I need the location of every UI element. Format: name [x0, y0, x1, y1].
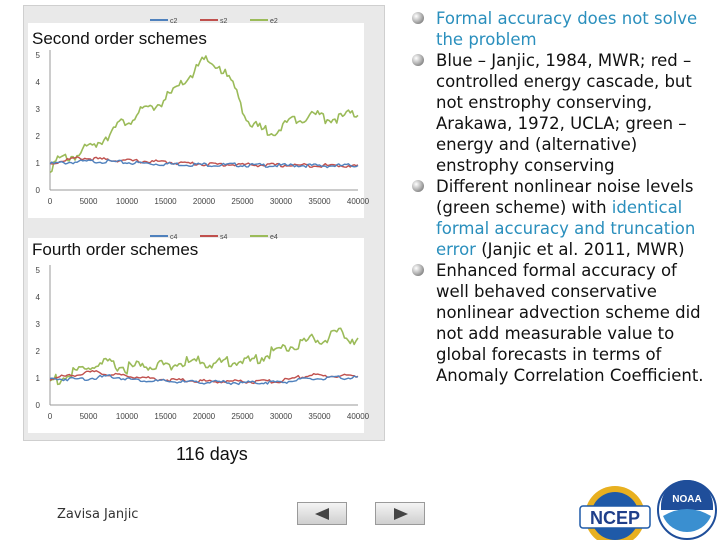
- series-line-e2: [49, 55, 359, 174]
- time-caption: 116 days: [176, 444, 248, 464]
- next-slide-button[interactable]: [375, 502, 425, 525]
- bullet-icon: [412, 54, 424, 66]
- x-tick-label: 5000: [80, 412, 98, 421]
- bullet-text: Enhanced formal accuracy of well behaved…: [436, 261, 704, 385]
- x-tick-label: 35000: [308, 197, 331, 206]
- ncep-logo-text: NCEP: [590, 508, 640, 528]
- x-tick-label: 35000: [308, 412, 331, 421]
- bullet-item: Enhanced formal accuracy of well behaved…: [410, 260, 710, 386]
- bullet-item: Different nonlinear noise levels (green …: [410, 176, 710, 260]
- y-tick-label: 4: [36, 293, 41, 302]
- y-tick-label: 4: [36, 78, 41, 87]
- y-tick-label: 3: [36, 105, 41, 114]
- legend-label: s2: [220, 18, 228, 25]
- y-tick-label: 0: [36, 186, 41, 195]
- series-line-c4: [49, 374, 359, 386]
- series-line-e4: [49, 327, 359, 386]
- x-tick-label: 20000: [193, 197, 216, 206]
- bullet-icon: [412, 180, 424, 192]
- bullet-icon: [412, 264, 424, 276]
- ncep-logo: NCEP: [579, 486, 651, 540]
- bullet-item: Formal accuracy does not solve the probl…: [410, 8, 710, 50]
- x-tick-label: 15000: [154, 197, 177, 206]
- y-tick-label: 3: [36, 320, 41, 329]
- x-tick-label: 0: [48, 197, 53, 206]
- series-line-s4: [49, 370, 359, 385]
- x-tick-label: 0: [48, 412, 53, 421]
- bullet-text: Different nonlinear noise levels (green …: [436, 177, 694, 217]
- x-tick-label: 5000: [80, 197, 98, 206]
- previous-slide-button[interactable]: [297, 502, 347, 525]
- x-tick-label: 10000: [116, 197, 139, 206]
- legend-label: e2: [270, 18, 278, 25]
- highlighted-text: identical formal accuracy and truncation…: [436, 198, 696, 259]
- legend-label: e4: [270, 234, 278, 241]
- plot-background: [28, 238, 364, 433]
- y-tick-label: 5: [36, 51, 41, 60]
- series-line-s2: [49, 156, 359, 168]
- x-tick-label: 40000: [347, 197, 370, 206]
- y-tick-label: 1: [36, 159, 41, 168]
- chart-title-second-order: Second order schemes: [30, 29, 209, 49]
- x-tick-label: 25000: [231, 412, 254, 421]
- x-tick-label: 30000: [270, 197, 293, 206]
- x-tick-label: 30000: [270, 412, 293, 421]
- chart-title-fourth-order: Fourth order schemes: [30, 240, 201, 260]
- y-tick-label: 2: [36, 347, 41, 356]
- x-tick-label: 25000: [231, 197, 254, 206]
- legend-label: c4: [170, 234, 178, 241]
- highlighted-text: Formal accuracy does not solve the probl…: [436, 9, 698, 49]
- legend-label: c2: [170, 18, 178, 25]
- y-tick-label: 2: [36, 132, 41, 141]
- noaa-logo: NOAA: [657, 480, 717, 540]
- author-name: Zavisa Janjic: [57, 507, 139, 522]
- left-triangle-icon: [315, 508, 329, 520]
- right-triangle-icon: [394, 508, 408, 520]
- bullet-list: Formal accuracy does not solve the probl…: [410, 8, 710, 386]
- x-tick-label: 15000: [154, 412, 177, 421]
- legend-label: s4: [220, 234, 228, 241]
- y-tick-label: 1: [36, 374, 41, 383]
- y-tick-label: 5: [36, 266, 41, 275]
- x-tick-label: 20000: [193, 412, 216, 421]
- plot-background: [28, 23, 364, 218]
- x-tick-label: 10000: [116, 412, 139, 421]
- series-line-c2: [49, 159, 359, 169]
- bullet-item: Blue – Janjic, 1984, MWR; red – controll…: [410, 50, 710, 176]
- y-tick-label: 0: [36, 401, 41, 410]
- bullet-text: (Janjic et al. 2011, MWR): [475, 240, 685, 259]
- bullet-text: Blue – Janjic, 1984, MWR; red – controll…: [436, 51, 692, 175]
- bullet-icon: [412, 12, 424, 24]
- noaa-logo-text: NOAA: [672, 494, 701, 505]
- x-tick-label: 40000: [347, 412, 370, 421]
